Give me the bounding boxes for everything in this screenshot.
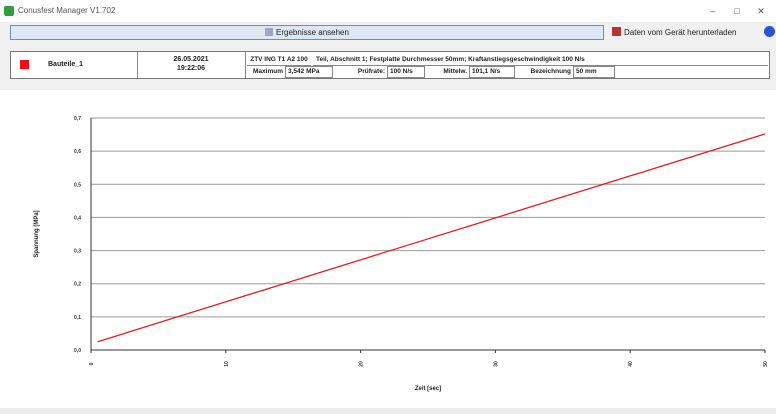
y-tick-label: 0,5 <box>74 182 81 188</box>
x-tick-label: 30 <box>493 361 499 367</box>
sample-color-swatch <box>20 60 29 69</box>
x-tick-label: 0 <box>89 362 95 365</box>
rate-value: 100 N/s <box>387 66 425 78</box>
x-tick-label: 20 <box>359 361 365 367</box>
chart-panel: 0,0 0,1 0,2 0,3 0,4 0,5 0,6 0,7 0 10 20 30 40 50 Zei… <box>0 90 776 408</box>
x-axis-label: Zeit [sec] <box>415 386 441 392</box>
sample-description: Teil, Abschnitt 1; Festplatte Durchmesse… <box>313 54 768 66</box>
y-tick-label: 0,6 <box>74 149 81 155</box>
x-tick-label: 50 <box>763 361 769 367</box>
stress-time-chart: 0,0 0,1 0,2 0,3 0,4 0,5 0,6 0,7 0 10 20 30 40 50 Zei… <box>34 116 769 392</box>
sample-standard: ZTV ING T1 A2 100 <box>247 54 311 66</box>
sample-info-bar: Bauteile_1 26.05.2021 19:22:06 ZTV ING T… <box>10 51 770 79</box>
minimize-icon[interactable]: – <box>710 6 716 16</box>
sample-date: 26.05.2021 <box>173 56 209 63</box>
y-tick-label: 0,0 <box>74 348 81 354</box>
dia-label: Bezeichnung <box>530 68 571 75</box>
maximize-icon[interactable]: □ <box>734 6 740 16</box>
dia-value: 50 mm <box>573 66 615 78</box>
rate-label: Prüfrate: <box>357 68 385 75</box>
view-results-label: Ergebnisse ansehen <box>276 28 349 37</box>
status-bar <box>0 408 776 414</box>
results-icon <box>265 28 274 36</box>
download-data-button[interactable]: Daten vom Gerät herunterladen <box>612 26 762 39</box>
sample-time: 19:22:06 <box>176 65 206 72</box>
avg-label: Mittelw. <box>443 68 467 75</box>
y-tick-label: 0,7 <box>74 116 81 122</box>
app-icon <box>4 6 14 16</box>
sample-name: Bauteile_1 <box>48 61 84 68</box>
x-tick-label: 40 <box>628 361 634 367</box>
download-icon <box>612 27 621 36</box>
max-value: 3,542 MPa <box>285 66 333 78</box>
sample-legend-cell: Bauteile_1 <box>11 52 138 78</box>
download-data-label: Daten vom Gerät herunterladen <box>624 28 737 37</box>
y-tick-label: 0,2 <box>74 282 81 288</box>
toolbar: Ergebnisse ansehen Daten vom Gerät herun… <box>0 22 776 44</box>
y-tick-label: 0,3 <box>74 249 81 255</box>
y-tick-label: 0,4 <box>74 215 81 221</box>
close-icon[interactable]: ✕ <box>757 6 765 16</box>
view-results-button[interactable]: Ergebnisse ansehen <box>10 25 604 40</box>
y-axis-label: Spannung [MPa] <box>34 210 40 257</box>
status-indicator-icon <box>764 26 775 37</box>
avg-value: 101,1 N/s <box>469 66 515 78</box>
title-bar: Conusfest Manager V1.702 – □ ✕ <box>0 0 776 22</box>
series-line <box>97 133 766 343</box>
x-tick-label: 10 <box>224 361 230 367</box>
max-label: Maximum <box>253 68 283 75</box>
sample-datetime-cell: 26.05.2021 19:22:06 <box>137 52 246 78</box>
window-title: Conusfest Manager V1.702 <box>18 6 116 15</box>
y-tick-label: 0,1 <box>74 315 81 321</box>
